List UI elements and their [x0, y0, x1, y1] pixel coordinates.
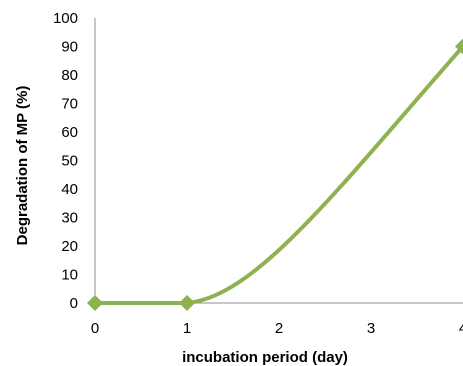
y-tick-label: 10 [61, 267, 78, 284]
y-tick-label: 80 [61, 67, 78, 84]
y-tick-label: 40 [61, 181, 78, 198]
x-tick-labels: 0 1 2 3 4 [91, 320, 463, 337]
y-axis-title: Degradation of MP (%) [14, 86, 31, 246]
y-tick-label: 100 [53, 10, 78, 27]
data-point-marker [179, 295, 195, 311]
x-tick-label: 3 [367, 320, 375, 337]
y-tick-label: 90 [61, 39, 78, 56]
data-point-marker [87, 295, 103, 311]
series-line [93, 44, 463, 305]
y-tick-label: 0 [70, 295, 78, 312]
y-tick-labels: 0 10 20 30 40 50 60 70 80 90 100 [53, 10, 78, 312]
y-tick-label: 20 [61, 238, 78, 255]
y-tick-label: 60 [61, 124, 78, 141]
x-tick-label: 4 [459, 320, 463, 337]
x-tick-label: 2 [275, 320, 283, 337]
data-point-marker [455, 38, 463, 55]
x-tick-label: 0 [91, 320, 99, 337]
x-axis-title: incubation period (day) [182, 349, 348, 366]
x-tick-label: 1 [183, 320, 191, 337]
y-tick-label: 70 [61, 96, 78, 113]
y-tick-label: 30 [61, 210, 78, 227]
data-markers [87, 38, 463, 311]
y-tick-label: 50 [61, 153, 78, 170]
